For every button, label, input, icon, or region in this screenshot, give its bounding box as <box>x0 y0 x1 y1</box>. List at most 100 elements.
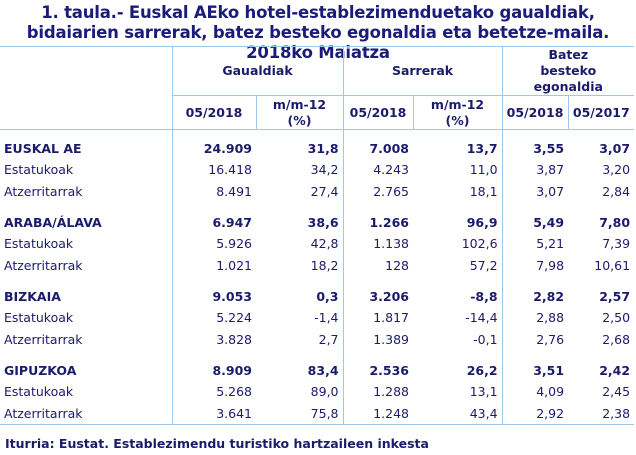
header-egonaldia: Batez besteko egonaldia <box>501 46 635 96</box>
row-label: Estatukoak <box>4 161 74 177</box>
cell-value: 1.389 <box>342 328 414 350</box>
cell-value: 31,8 <box>307 141 339 156</box>
cell-value: 7.008 <box>342 129 414 158</box>
cell-value: 7,39 <box>602 235 631 251</box>
cell-value: 13,7 <box>466 141 498 156</box>
cell-value: -8,8 <box>470 289 498 304</box>
cell-value: 5.224 <box>171 306 256 328</box>
cell-value: 1.138 <box>342 232 414 254</box>
cell-value: 3.206 <box>342 276 414 306</box>
cell-value: 10,61 <box>594 257 631 273</box>
table-row: Atzerritarrak 1.021 18,2 128 57,2 7,98 10,61 <box>0 254 634 276</box>
cell-value: 11,0 <box>469 161 498 177</box>
subheader: 05/2018 <box>171 95 256 130</box>
table-row: BIZKAIA 9.053 0,3 3.206 -8,8 2,82 2,57 <box>0 276 634 306</box>
cell-value: 3,55 <box>501 129 569 158</box>
cell-value: 2,50 <box>602 309 631 325</box>
table-row: Estatukoak 5.268 89,0 1.288 13,1 4,09 2,45 <box>0 380 634 402</box>
cell-value: 42,8 <box>310 235 339 251</box>
subheader: 05/2017 <box>567 95 635 130</box>
table-row: Atzerritarrak 8.491 27,4 2.765 18,1 3,07 2,84 <box>0 180 634 202</box>
cell-value: 2,42 <box>599 363 631 378</box>
table-row: ARABA/ÁLAVA 6.947 38,6 1.266 96,9 5,49 7,80 <box>0 202 634 232</box>
cell-value: 2,38 <box>568 402 635 425</box>
subheader: 05/2018 <box>342 95 414 130</box>
cell-value: 3.641 <box>171 402 256 425</box>
cell-value: 2,68 <box>602 331 631 347</box>
cell-value: 2,92 <box>501 402 569 425</box>
cell-value: 5.268 <box>171 380 256 402</box>
cell-value: 7,98 <box>501 254 569 276</box>
cell-value: 75,8 <box>256 402 344 425</box>
cell-value: 24.909 <box>171 129 256 158</box>
table-row: Estatukoak 5.224 -1,4 1.817 -14,4 2,88 2,50 <box>0 306 634 328</box>
header-empty <box>0 46 172 96</box>
cell-value: 2.765 <box>342 180 414 202</box>
table-row: EUSKAL AE 24.909 31,8 7.008 13,7 3,55 3,07 <box>0 129 634 158</box>
subheader: m/m-12 (%) <box>255 95 344 130</box>
cell-value: 89,0 <box>310 383 339 399</box>
cell-value: 57,2 <box>469 257 498 273</box>
cell-value: 3,07 <box>501 180 569 202</box>
cell-value: 2,7 <box>318 331 339 347</box>
table-row: Estatukoak 16.418 34,2 4.243 11,0 3,87 3,20 <box>0 158 634 180</box>
row-label: Estatukoak <box>4 235 74 251</box>
data-table: Gaualdiak Sarrerak Batez besteko egonald… <box>0 46 635 425</box>
cell-value: 3,20 <box>602 161 631 177</box>
cell-value: 18,1 <box>469 183 498 199</box>
cell-value: 18,2 <box>310 257 339 273</box>
cell-value: 3,51 <box>501 350 569 380</box>
table-row: Atzerritarrak 3.641 75,8 1.248 43,4 2,92 2,38 <box>0 402 635 425</box>
row-label: Atzerritarrak <box>4 331 83 347</box>
cell-value: 3.828 <box>171 328 256 350</box>
cell-value: 4.243 <box>342 158 414 180</box>
cell-value: 4,09 <box>501 380 569 402</box>
cell-value: 83,4 <box>307 363 339 378</box>
cell-value: 2,82 <box>501 276 569 306</box>
cell-value: 128 <box>342 254 414 276</box>
cell-value: 3,07 <box>599 141 631 156</box>
cell-value: 38,6 <box>307 215 339 230</box>
cell-value: 102,6 <box>461 235 498 251</box>
cell-value: 0,3 <box>316 289 339 304</box>
cell-value: 7,80 <box>599 215 631 230</box>
subheader: m/m-12 (%) <box>412 95 503 130</box>
table-row: GIPUZKOA 8.909 83,4 2.536 26,2 3,51 2,42 <box>0 350 634 380</box>
cell-value: 5,21 <box>501 232 569 254</box>
cell-value: -0,1 <box>473 331 498 347</box>
cell-value: 34,2 <box>310 161 339 177</box>
cell-value: 9.053 <box>171 276 256 306</box>
cell-value: 27,4 <box>310 183 339 199</box>
cell-value: 2,76 <box>501 328 569 350</box>
cell-value: 16.418 <box>171 158 256 180</box>
cell-value: 43,4 <box>413 402 503 425</box>
cell-value: 5.926 <box>171 232 256 254</box>
cell-value: 2,45 <box>602 383 631 399</box>
source-note: Iturria: Eustat. Establezimendu turistik… <box>5 436 429 451</box>
table-row: Estatukoak 5.926 42,8 1.138 102,6 5,21 7,39 <box>0 232 634 254</box>
cell-value: 8.491 <box>171 180 256 202</box>
header-sarrerak: Sarrerak <box>342 46 503 96</box>
table-row: Atzerritarrak 3.828 2,7 1.389 -0,1 2,76 2,68 <box>0 328 634 350</box>
cell-value: 2.536 <box>342 350 414 380</box>
row-label: Atzerritarrak <box>4 257 83 273</box>
row-label: ARABA/ÁLAVA <box>4 215 102 230</box>
cell-value: 6.947 <box>171 202 256 232</box>
header-gaualdiak: Gaualdiak <box>171 46 344 96</box>
row-label: Atzerritarrak <box>4 183 83 199</box>
cell-value: 1.021 <box>171 254 256 276</box>
cell-value: 5,49 <box>501 202 569 232</box>
header-empty-2 <box>0 95 172 130</box>
row-label: GIPUZKOA <box>4 363 77 378</box>
cell-value: 13,1 <box>469 383 498 399</box>
cell-value: 1.248 <box>342 402 414 425</box>
subheader: 05/2018 <box>501 95 569 130</box>
row-label: Atzerritarrak <box>0 402 172 425</box>
row-label: Estatukoak <box>4 383 74 399</box>
cell-value: 2,84 <box>602 183 631 199</box>
cell-value: 1.266 <box>342 202 414 232</box>
cell-value: 2,57 <box>599 289 631 304</box>
cell-value: 26,2 <box>466 363 498 378</box>
row-label: EUSKAL AE <box>4 141 82 156</box>
cell-value: -14,4 <box>465 309 498 325</box>
